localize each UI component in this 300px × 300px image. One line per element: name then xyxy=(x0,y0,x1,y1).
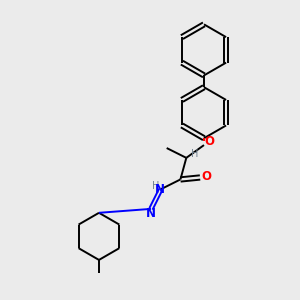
Text: N: N xyxy=(146,207,155,220)
Text: O: O xyxy=(204,135,214,148)
Text: H: H xyxy=(191,149,199,159)
Text: H: H xyxy=(152,181,159,191)
Text: O: O xyxy=(201,170,212,184)
Text: N: N xyxy=(155,183,165,196)
